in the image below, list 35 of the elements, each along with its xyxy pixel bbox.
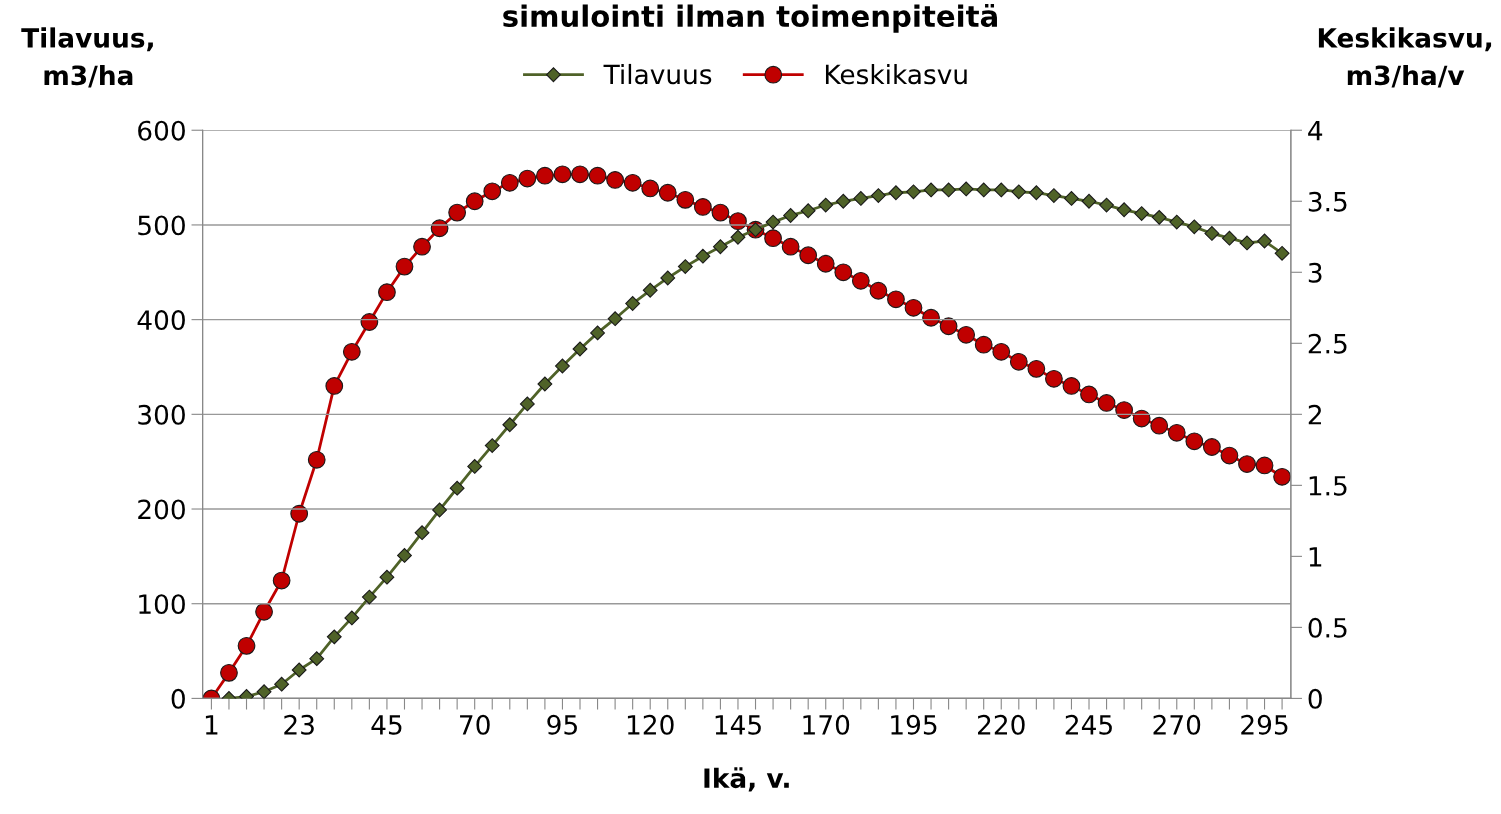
x-tick-label: 245 [1065, 714, 1112, 735]
y-axis-title: Tilavuus, m3/ha [21, 27, 153, 88]
legend-label: Tilavuus [603, 63, 712, 85]
y2-tick-label: 1.5 [1309, 476, 1347, 496]
x-tick-label: 220 [978, 714, 1025, 735]
y-tick-label: 200 [138, 499, 185, 520]
x-tick-label: 270 [1153, 714, 1201, 735]
x-tick-label: 120 [627, 714, 674, 735]
y2-tick-label: 3.5 [1308, 191, 1347, 212]
x-axis-title: Ikä, v. [704, 767, 789, 792]
y-tick-label: 500 [138, 215, 185, 236]
y2-tick-label: 4 [1308, 121, 1323, 141]
y2-axis-title: Keskikasvu, m3/ha/v [1318, 27, 1492, 88]
y2-tick-label: 0.5 [1308, 617, 1347, 638]
y-tick-label: 0 [171, 688, 185, 709]
x-tick-label: 145 [715, 715, 761, 735]
x-tick-label: 70 [460, 714, 490, 735]
x-tick-label: 295 [1241, 714, 1288, 735]
y2-tick-label: 2.5 [1308, 333, 1347, 354]
y2-tick-label: 1 [1309, 547, 1322, 567]
y2-tick-label: 0 [1308, 688, 1322, 709]
y-tick-label: 400 [137, 310, 185, 331]
y-tick-label: 100 [139, 594, 185, 615]
chart-title: simulointi ilman toimenpiteitä [503, 4, 997, 33]
y-tick-label: 300 [138, 404, 185, 425]
x-tick-label: 95 [547, 714, 577, 735]
x-tick-label: 170 [803, 714, 850, 735]
y2-tick-label: 3 [1308, 262, 1322, 283]
y2-tick-label: 2 [1308, 404, 1321, 425]
x-tick-label: 1 [205, 715, 218, 735]
legend-label: Keskikasvu [825, 63, 967, 85]
x-tick-label: 195 [891, 714, 937, 735]
x-tick-label: 23 [284, 714, 314, 735]
x-tick-label: 45 [371, 715, 402, 735]
y-tick-label: 600 [138, 120, 185, 141]
